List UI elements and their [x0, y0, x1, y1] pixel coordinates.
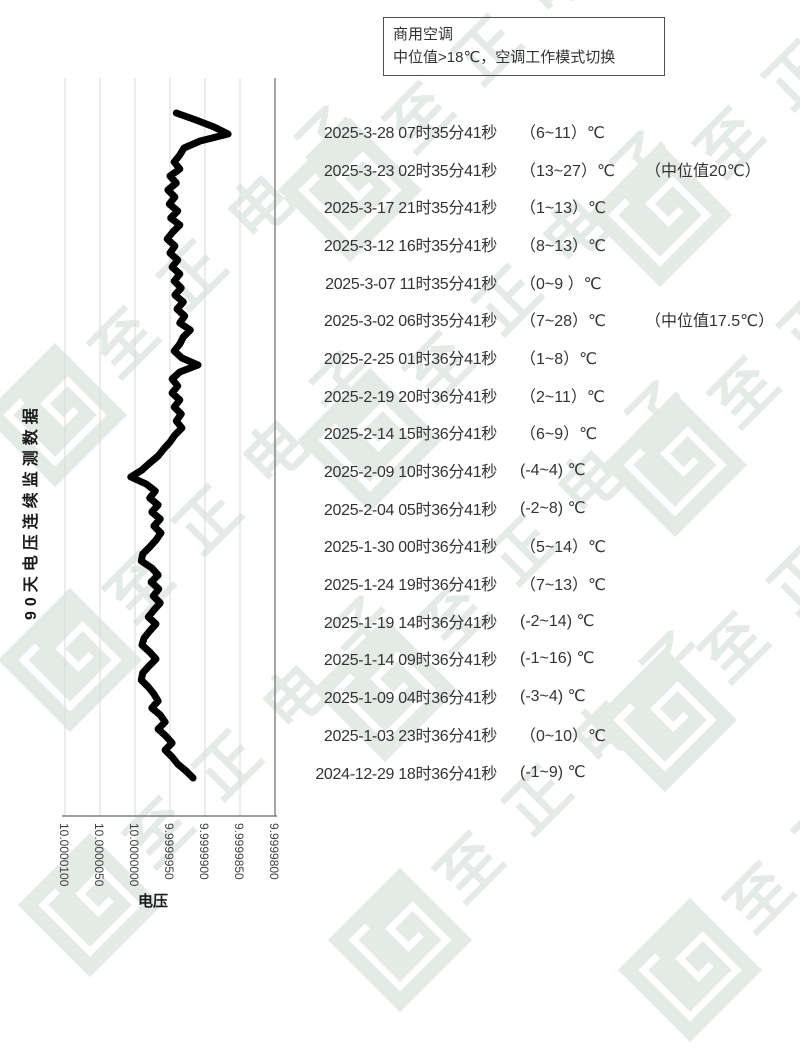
reading-temperature-range: (-1~16) ℃ [520, 650, 595, 668]
reading-temperature-range: （1~8）℃ [520, 350, 598, 368]
reading-timestamp: 2025-3-17 21时35分41秒 [323, 200, 497, 218]
reading-timestamp: 2025-1-24 19时36分41秒 [323, 577, 497, 595]
temperature-reading-list: 2025-3-28 07时35分41秒 （6~11）℃ 2025-3-23 02… [300, 112, 800, 790]
reading-row: 2025-1-30 00时36分41秒 （5~14）℃ [300, 527, 800, 565]
reading-temperature-range: （7~28）℃ [520, 313, 607, 331]
value-tick-label: 10.0000050 [92, 823, 106, 887]
reading-row: 2025-3-12 16时35分41秒 （8~13）℃ [300, 225, 800, 263]
reading-temperature-range: （6~11）℃ [520, 124, 605, 142]
reading-timestamp: 2025-2-09 10时36分41秒 [323, 464, 497, 482]
reading-timestamp: 2025-3-23 02时35分41秒 [323, 162, 497, 180]
annotation-box: 商用空调 中位值>18℃，空调工作模式切换 [383, 17, 665, 76]
annotation-line2: 中位值>18℃，空调工作模式切换 [393, 49, 616, 67]
reading-timestamp: 2025-2-14 15时36分41秒 [323, 426, 497, 444]
reading-timestamp: 2025-1-09 04时36分41秒 [323, 690, 497, 708]
reading-temperature-range: （5~14）℃ [520, 539, 607, 557]
reading-temperature-range: (-3~4) ℃ [520, 688, 586, 706]
reading-row: 2025-2-09 10时36分41秒 (-4~4) ℃ [300, 451, 800, 489]
reading-timestamp: 2025-1-30 00时36分41秒 [323, 539, 497, 557]
reading-timestamp: 2025-2-25 01时36分41秒 [323, 350, 497, 368]
reading-row: 2025-3-07 11时35分41秒 （0~9 ）℃ [300, 263, 800, 301]
reading-row: 2025-2-25 01时36分41秒 （1~8）℃ [300, 338, 800, 376]
reading-row: 2025-1-03 23时36分41秒 （0~10）℃ [300, 715, 800, 753]
value-tick-label: 9.9999850 [232, 823, 246, 880]
reading-timestamp: 2025-2-04 05时36分41秒 [323, 501, 497, 519]
reading-row: 2025-3-28 07时35分41秒 （6~11）℃ [300, 112, 800, 150]
reading-row: 2025-1-19 14时36分41秒 (-2~14) ℃ [300, 602, 800, 640]
reading-timestamp: 2025-1-19 14时36分41秒 [323, 614, 497, 632]
reading-temperature-range: （0~9 ）℃ [520, 275, 602, 293]
annotation-line1: 商用空调 [393, 26, 454, 43]
reading-timestamp: 2024-12-29 18时36分41秒 [315, 765, 497, 783]
reading-timestamp: 2025-3-02 06时35分41秒 [323, 313, 497, 331]
reading-timestamp: 2025-1-03 23时36分41秒 [323, 727, 497, 745]
value-tick-label: 10.0000100 [57, 823, 71, 887]
reading-temperature-range: （7~13）℃ [520, 577, 607, 595]
value-tick-label: 9.9999900 [197, 823, 211, 880]
reading-temperature-range: （6~9）℃ [520, 426, 598, 444]
reading-timestamp: 2025-2-19 20时36分41秒 [323, 388, 497, 406]
reading-temperature-range: （0~10）℃ [520, 727, 607, 745]
brand-logo-icon [617, 897, 763, 1043]
reading-temperature-range: （8~13）℃ [520, 237, 607, 255]
reading-row: 2025-3-23 02时35分41秒 （13~27）℃ （中位值20℃） [300, 150, 800, 188]
reading-timestamp: 2025-3-28 07时35分41秒 [323, 124, 497, 142]
reading-row: 2025-2-14 15时36分41秒 （6~9）℃ [300, 414, 800, 452]
reading-row: 2025-1-09 04时36分41秒 (-3~4) ℃ [300, 677, 800, 715]
reading-temperature-range: (-2~8) ℃ [520, 499, 586, 517]
reading-median-note: （中位值20℃） [645, 162, 761, 180]
reading-temperature-range: (-1~9) ℃ [520, 763, 586, 781]
reading-row: 2024-12-29 18时36分41秒 (-1~9) ℃ [300, 753, 800, 791]
voltage-chart: 10.0000100 10.0000050 10.0000000 9.9999950 9… [21, 78, 281, 910]
reading-timestamp: 2025-1-14 09时36分41秒 [323, 652, 497, 670]
value-tick-label: 10.0000000 [127, 823, 141, 887]
value-tick-label: 9.9999800 [267, 823, 281, 880]
reading-temperature-range: (-2~14) ℃ [520, 612, 595, 630]
reading-row: 2025-1-24 19时36分41秒 （7~13）℃ [300, 564, 800, 602]
reading-temperature-range: （2~11）℃ [520, 388, 605, 406]
reading-timestamp: 2025-3-07 11时35分41秒 [325, 275, 497, 293]
reading-temperature-range: （13~27）℃ [520, 162, 615, 180]
brand-logo-icon [327, 867, 473, 1013]
chart-title: 90天电压连续监测数据 [21, 403, 40, 620]
reading-temperature-range: （1~13）℃ [520, 200, 607, 218]
reading-median-note: （中位值17.5℃） [645, 313, 775, 331]
reading-temperature-range: (-4~4) ℃ [520, 462, 586, 480]
reading-row: 2025-2-19 20时36分41秒 （2~11）℃ [300, 376, 800, 414]
reading-row: 2025-1-14 09时36分41秒 (-1~16) ℃ [300, 640, 800, 678]
value-tick-label: 9.9999950 [162, 823, 176, 880]
reading-row: 2025-3-02 06时35分41秒 （7~28）℃ （中位值17.5℃） [300, 300, 800, 338]
voltage-series-line [127, 109, 232, 782]
reading-row: 2025-3-17 21时35分41秒 （1~13）℃ [300, 187, 800, 225]
reading-timestamp: 2025-3-12 16时35分41秒 [323, 237, 497, 255]
value-axis-title: 电压 [138, 892, 168, 910]
value-axis-tick-labels: 10.0000100 10.0000050 10.0000000 9.9999950 9… [57, 823, 281, 887]
reading-row: 2025-2-04 05时36分41秒 (-2~8) ℃ [300, 489, 800, 527]
